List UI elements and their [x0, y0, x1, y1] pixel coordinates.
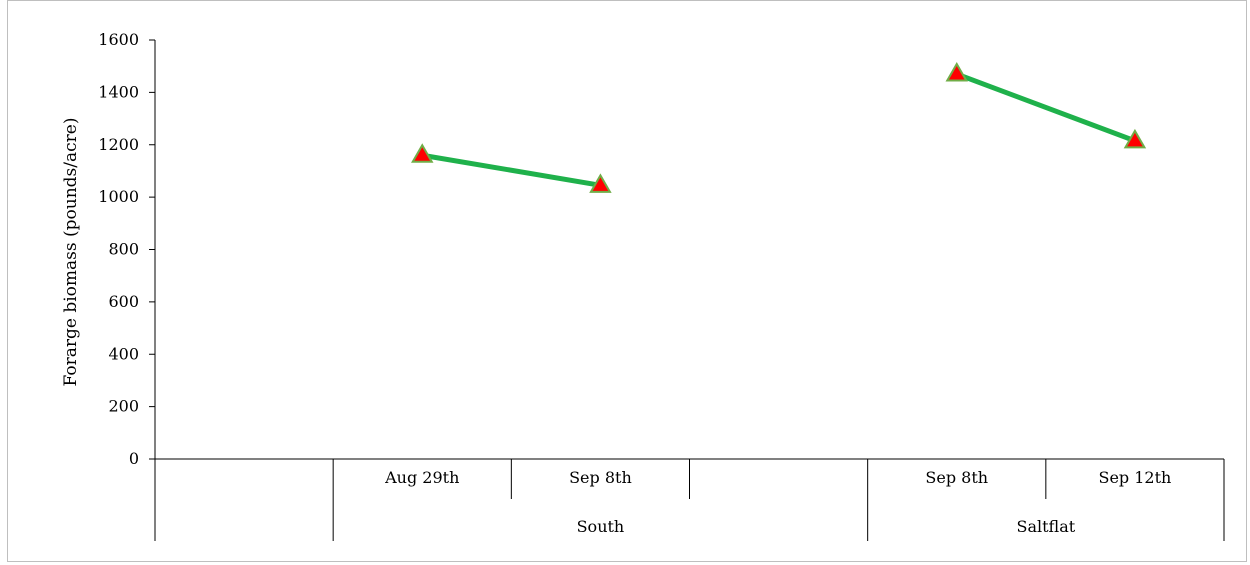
x-tick-label: Sep 12th [1098, 468, 1171, 487]
x-group-label: South [577, 517, 625, 536]
y-tick-label: 1000 [98, 187, 139, 206]
x-group-label: Saltflat [1016, 517, 1075, 536]
series-line-segment [954, 71, 1138, 144]
series-layer [411, 62, 1147, 193]
data-point-marker [1123, 128, 1147, 149]
axes: 0 200 400 600 800 1000 1200 1400 1600 Aug 29th Sep… [98, 30, 1225, 541]
y-tick-label: 200 [108, 397, 139, 416]
x-tick-label: Sep 8th [569, 468, 632, 487]
data-point-marker [411, 143, 434, 163]
data-point-marker [945, 62, 968, 82]
x-tick-label: Aug 29th [384, 468, 459, 487]
y-axis-title: Forarge biomass (pounds/acre) [61, 118, 81, 387]
y-tick-label: 0 [129, 449, 139, 468]
y-tick-label: 1600 [98, 30, 139, 49]
y-tick-label: 1400 [98, 82, 139, 101]
x-tick-label: Sep 8th [925, 468, 988, 487]
y-tick-label: 800 [108, 240, 139, 259]
y-tick-label: 600 [108, 292, 139, 311]
y-tick-label: 400 [108, 344, 139, 363]
series-line-segment [419, 152, 603, 188]
chart-frame [7, 0, 1247, 562]
data-point-marker [589, 173, 612, 193]
y-tick-label: 1200 [98, 135, 139, 154]
